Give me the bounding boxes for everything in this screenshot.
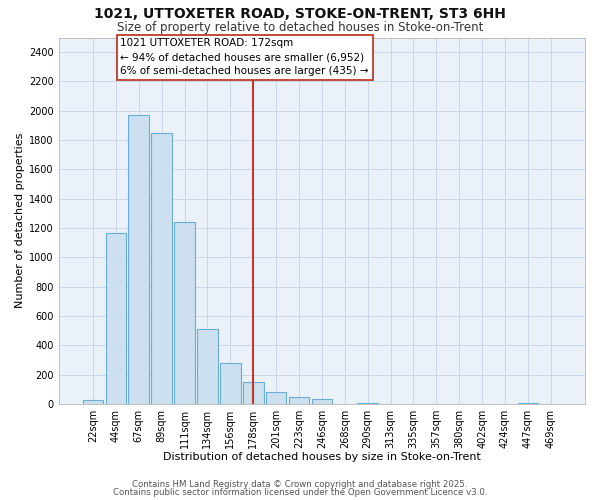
Bar: [289, 398, 309, 404]
Text: 1021, UTTOXETER ROAD, STOKE-ON-TRENT, ST3 6HH: 1021, UTTOXETER ROAD, STOKE-ON-TRENT, ST…: [94, 8, 506, 22]
Bar: [128, 115, 149, 404]
Bar: [174, 222, 195, 404]
Bar: [197, 330, 218, 404]
Bar: [220, 363, 241, 404]
Text: Size of property relative to detached houses in Stoke-on-Trent: Size of property relative to detached ho…: [117, 21, 483, 34]
Text: Contains HM Land Registry data © Crown copyright and database right 2025.: Contains HM Land Registry data © Crown c…: [132, 480, 468, 489]
Bar: [151, 133, 172, 404]
Bar: [106, 232, 126, 404]
Bar: [358, 402, 378, 404]
X-axis label: Distribution of detached houses by size in Stoke-on-Trent: Distribution of detached houses by size …: [163, 452, 481, 462]
Bar: [266, 392, 286, 404]
Text: Contains public sector information licensed under the Open Government Licence v3: Contains public sector information licen…: [113, 488, 487, 497]
Y-axis label: Number of detached properties: Number of detached properties: [15, 133, 25, 308]
Bar: [83, 400, 103, 404]
Bar: [311, 398, 332, 404]
Text: 1021 UTTOXETER ROAD: 172sqm
← 94% of detached houses are smaller (6,952)
6% of s: 1021 UTTOXETER ROAD: 172sqm ← 94% of det…: [121, 38, 369, 76]
Bar: [243, 382, 263, 404]
Bar: [518, 402, 538, 404]
